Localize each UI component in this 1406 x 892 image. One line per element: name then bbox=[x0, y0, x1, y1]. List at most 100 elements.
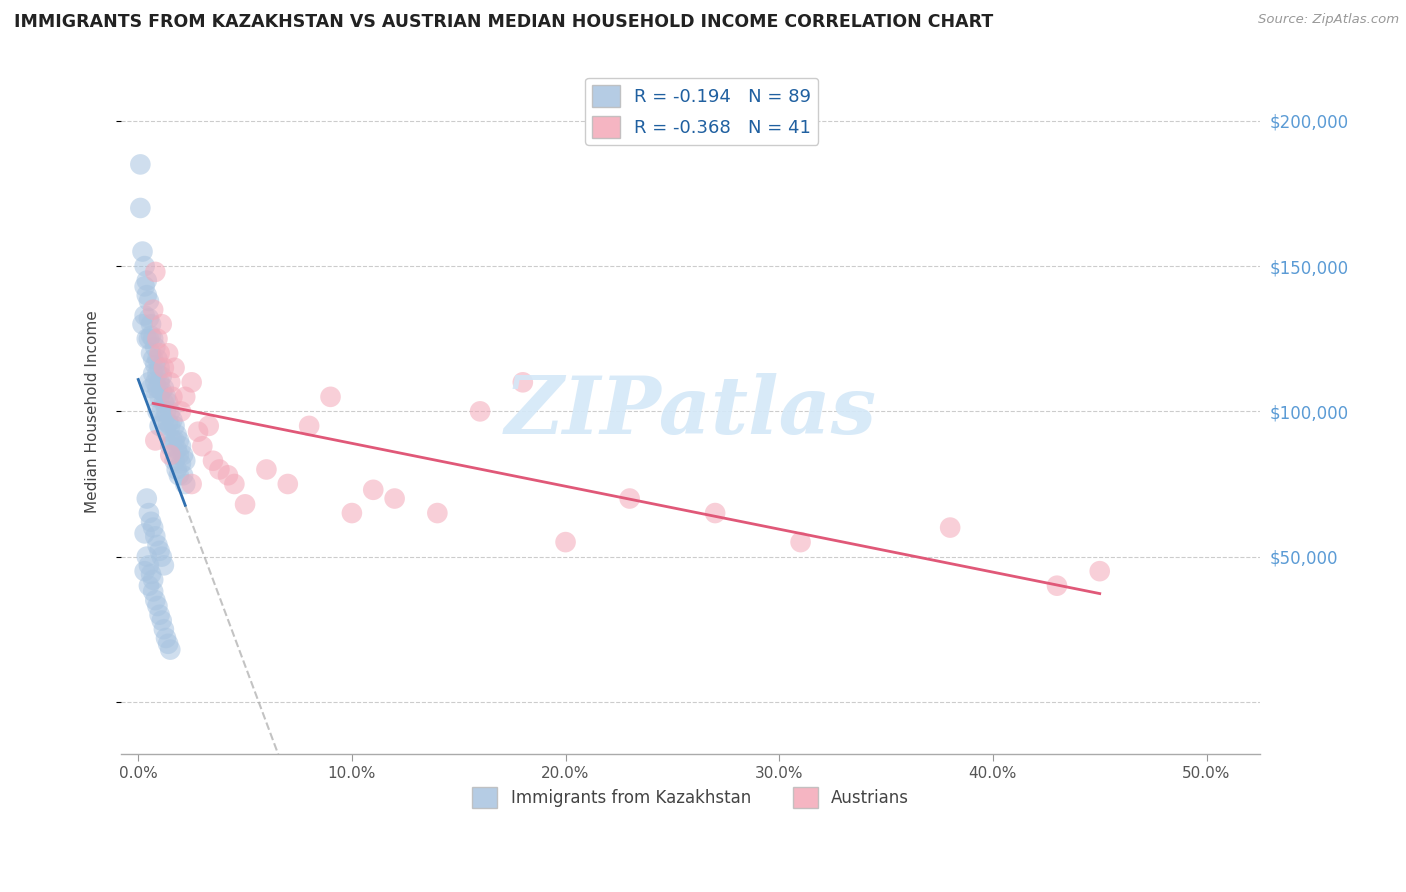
Point bbox=[149, 376, 172, 390]
Point bbox=[142, 520, 165, 534]
Point bbox=[180, 376, 202, 390]
Point bbox=[157, 416, 180, 430]
Point bbox=[131, 244, 153, 259]
Point bbox=[129, 201, 152, 215]
Point bbox=[155, 425, 177, 439]
Legend: Immigrants from Kazakhstan, Austrians: Immigrants from Kazakhstan, Austrians bbox=[465, 780, 915, 814]
Point bbox=[155, 404, 177, 418]
Point bbox=[174, 390, 197, 404]
Point bbox=[187, 425, 209, 439]
Point bbox=[174, 454, 197, 468]
Point bbox=[224, 477, 246, 491]
Point bbox=[149, 544, 172, 558]
Point bbox=[162, 390, 184, 404]
Point bbox=[155, 631, 177, 645]
Point bbox=[149, 607, 172, 622]
Point bbox=[384, 491, 406, 506]
Point bbox=[361, 483, 384, 497]
Point bbox=[143, 265, 166, 279]
Point bbox=[149, 346, 172, 360]
Point bbox=[150, 384, 173, 398]
Point bbox=[138, 311, 160, 326]
Point bbox=[142, 367, 165, 381]
Point bbox=[167, 434, 190, 448]
Point bbox=[143, 358, 166, 372]
Point bbox=[277, 477, 299, 491]
Point bbox=[153, 622, 176, 636]
Point bbox=[162, 434, 184, 448]
Point bbox=[167, 448, 190, 462]
Point bbox=[134, 564, 156, 578]
Point bbox=[163, 418, 186, 433]
Point bbox=[139, 317, 162, 331]
Point bbox=[468, 404, 491, 418]
Point bbox=[142, 302, 165, 317]
Point bbox=[143, 593, 166, 607]
Point bbox=[143, 434, 166, 448]
Point bbox=[142, 573, 165, 587]
Point bbox=[180, 477, 202, 491]
Point bbox=[233, 497, 256, 511]
Point bbox=[163, 454, 186, 468]
Point bbox=[146, 352, 169, 367]
Point bbox=[162, 413, 184, 427]
Point bbox=[939, 520, 962, 534]
Point bbox=[146, 367, 169, 381]
Point bbox=[150, 317, 173, 331]
Point bbox=[135, 549, 157, 564]
Point bbox=[157, 346, 180, 360]
Point bbox=[254, 462, 277, 476]
Point bbox=[143, 376, 166, 390]
Point bbox=[138, 579, 160, 593]
Point bbox=[157, 395, 180, 409]
Point bbox=[134, 279, 156, 293]
Point bbox=[146, 381, 169, 395]
Point bbox=[142, 584, 165, 599]
Point bbox=[704, 506, 727, 520]
Point bbox=[554, 535, 576, 549]
Point bbox=[167, 468, 190, 483]
Point bbox=[138, 558, 160, 573]
Point bbox=[1088, 564, 1111, 578]
Point bbox=[142, 352, 165, 367]
Point bbox=[153, 413, 176, 427]
Point bbox=[134, 526, 156, 541]
Point bbox=[174, 477, 197, 491]
Point bbox=[146, 332, 169, 346]
Point bbox=[159, 376, 181, 390]
Point bbox=[159, 439, 181, 453]
Point bbox=[166, 462, 188, 476]
Text: IMMIGRANTS FROM KAZAKHSTAN VS AUSTRIAN MEDIAN HOUSEHOLD INCOME CORRELATION CHART: IMMIGRANTS FROM KAZAKHSTAN VS AUSTRIAN M… bbox=[14, 13, 993, 31]
Point bbox=[134, 259, 156, 273]
Point bbox=[142, 332, 165, 346]
Point bbox=[138, 293, 160, 308]
Point bbox=[159, 642, 181, 657]
Point bbox=[159, 448, 181, 462]
Text: Source: ZipAtlas.com: Source: ZipAtlas.com bbox=[1258, 13, 1399, 27]
Point bbox=[138, 506, 160, 520]
Point bbox=[157, 637, 180, 651]
Point bbox=[426, 506, 449, 520]
Point bbox=[143, 341, 166, 355]
Point bbox=[159, 418, 181, 433]
Point bbox=[166, 442, 188, 457]
Point bbox=[172, 468, 194, 483]
Point bbox=[619, 491, 641, 506]
Point bbox=[170, 439, 193, 453]
Point bbox=[135, 288, 157, 302]
Point bbox=[139, 567, 162, 582]
Point bbox=[166, 427, 188, 442]
Point bbox=[139, 346, 162, 360]
Point bbox=[155, 390, 177, 404]
Point bbox=[139, 328, 162, 343]
Point bbox=[163, 434, 186, 448]
Point bbox=[131, 317, 153, 331]
Point bbox=[150, 549, 173, 564]
Point bbox=[163, 360, 186, 375]
Point bbox=[150, 614, 173, 628]
Point bbox=[298, 418, 321, 433]
Point bbox=[146, 599, 169, 613]
Point bbox=[139, 381, 162, 395]
Point bbox=[340, 506, 363, 520]
Point bbox=[153, 360, 176, 375]
